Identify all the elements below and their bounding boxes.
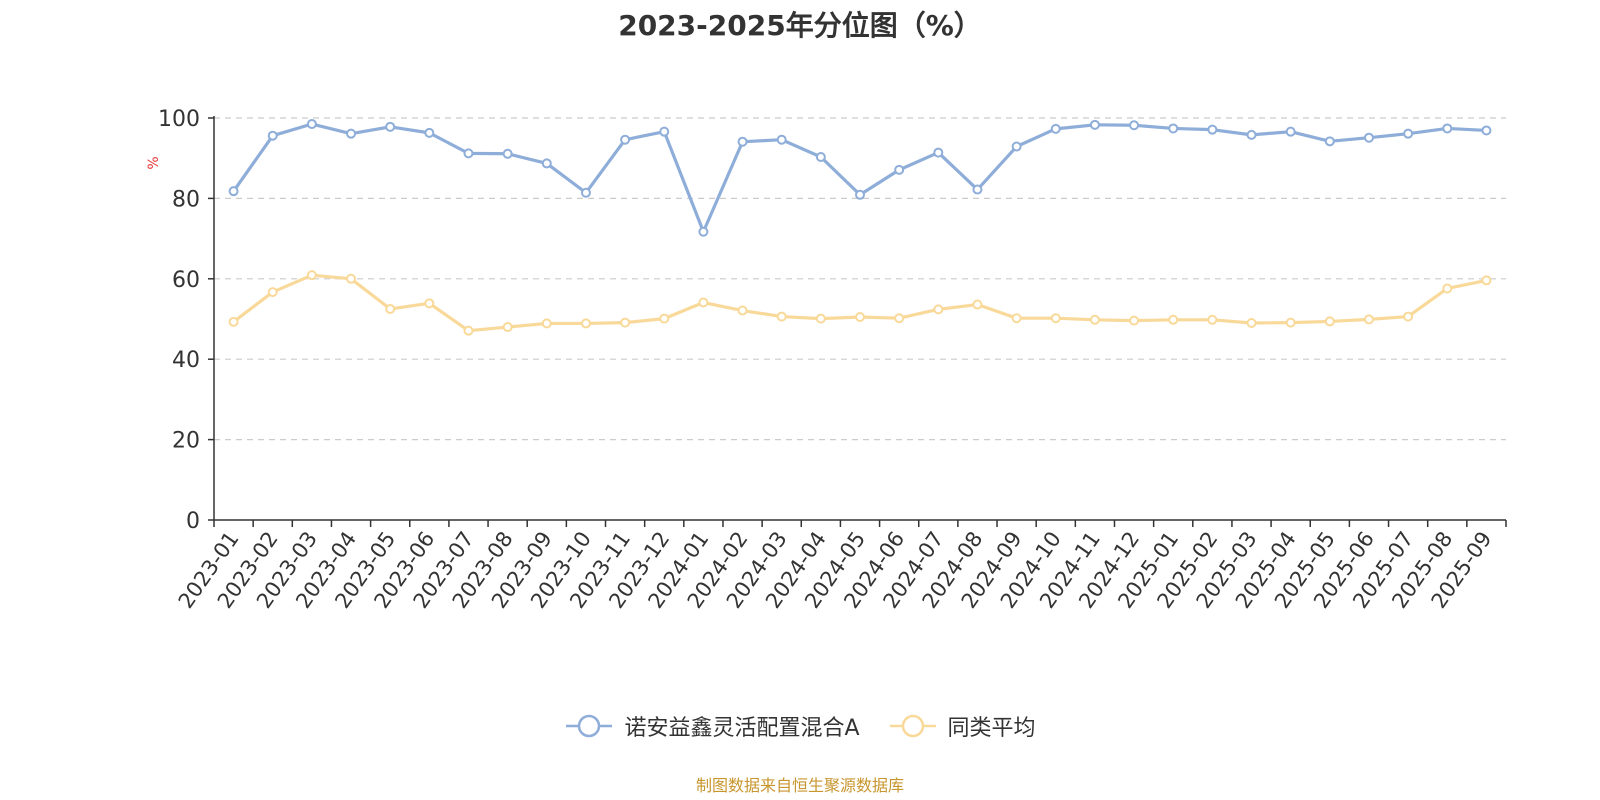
data-point[interactable] bbox=[1442, 123, 1453, 134]
data-point[interactable] bbox=[1324, 316, 1335, 327]
data-point[interactable] bbox=[306, 119, 317, 130]
data-point[interactable] bbox=[659, 313, 670, 324]
data-point[interactable] bbox=[1442, 283, 1453, 294]
data-point[interactable] bbox=[894, 313, 905, 324]
data-point[interactable] bbox=[580, 187, 591, 198]
data-point[interactable] bbox=[737, 305, 748, 316]
legend: 诺安益鑫灵活配置混合A 同类平均 bbox=[0, 710, 1600, 742]
data-point[interactable] bbox=[972, 184, 983, 195]
data-point[interactable] bbox=[228, 186, 239, 197]
data-point[interactable] bbox=[502, 322, 513, 333]
legend-item-1[interactable]: 诺安益鑫灵活配置混合A bbox=[564, 710, 860, 742]
data-point[interactable] bbox=[1403, 128, 1414, 139]
data-point[interactable] bbox=[698, 226, 709, 237]
data-point[interactable] bbox=[1481, 275, 1492, 286]
grid-lines bbox=[214, 117, 1506, 441]
legend-item-2[interactable]: 同类平均 bbox=[888, 710, 1036, 742]
data-point[interactable] bbox=[815, 313, 826, 324]
data-point[interactable] bbox=[1481, 125, 1492, 136]
series-2 bbox=[228, 270, 1492, 336]
data-point[interactable] bbox=[855, 189, 865, 200]
data-point[interactable] bbox=[1403, 311, 1414, 322]
data-point[interactable] bbox=[463, 325, 474, 336]
chart-title: 2023-2025年分位图（%） bbox=[618, 9, 982, 42]
source-note: 制图数据来自恒生聚源数据库 bbox=[695, 776, 904, 795]
data-point[interactable] bbox=[1363, 314, 1374, 325]
data-point[interactable] bbox=[1246, 129, 1257, 140]
data-point[interactable] bbox=[1285, 317, 1296, 328]
series-line bbox=[231, 273, 1489, 333]
data-point[interactable] bbox=[776, 134, 787, 145]
data-point[interactable] bbox=[1129, 120, 1140, 131]
data-point[interactable] bbox=[1207, 124, 1218, 135]
data-point[interactable] bbox=[580, 318, 591, 329]
data-point[interactable] bbox=[1324, 136, 1335, 147]
data-point[interactable] bbox=[541, 158, 552, 169]
y-tick-label: 40 bbox=[172, 348, 200, 373]
data-point[interactable] bbox=[855, 311, 865, 322]
data-point[interactable] bbox=[424, 298, 435, 309]
y-tick-label: 20 bbox=[172, 429, 200, 454]
data-point[interactable] bbox=[1089, 314, 1100, 325]
data-point[interactable] bbox=[776, 311, 787, 322]
legend-swatch-icon bbox=[566, 714, 613, 738]
data-point[interactable] bbox=[933, 304, 944, 315]
data-point[interactable] bbox=[1285, 126, 1296, 137]
data-point[interactable] bbox=[1129, 315, 1140, 326]
data-point[interactable] bbox=[894, 164, 905, 175]
data-point[interactable] bbox=[1168, 123, 1179, 134]
y-tick-label: 80 bbox=[172, 187, 200, 212]
data-point[interactable] bbox=[698, 297, 709, 308]
y-tick-labels: 0 20 40 60 80 100 bbox=[158, 107, 200, 534]
data-point[interactable] bbox=[620, 317, 631, 328]
data-point[interactable] bbox=[463, 148, 474, 159]
legend-label: 诺安益鑫灵活配置混合A bbox=[624, 716, 860, 741]
data-point[interactable] bbox=[502, 148, 513, 159]
data-point[interactable] bbox=[1363, 132, 1374, 143]
data-point[interactable] bbox=[346, 128, 357, 139]
y-tick-label: 60 bbox=[172, 268, 200, 293]
y-tick-label: 100 bbox=[158, 107, 200, 132]
data-point[interactable] bbox=[541, 318, 552, 329]
data-point[interactable] bbox=[424, 127, 435, 138]
series-1 bbox=[228, 119, 1492, 237]
data-point[interactable] bbox=[1011, 141, 1022, 152]
series-lines bbox=[228, 119, 1492, 336]
axes bbox=[208, 116, 1507, 527]
data-point[interactable] bbox=[933, 147, 944, 158]
data-point[interactable] bbox=[228, 316, 239, 327]
data-point[interactable] bbox=[620, 134, 631, 145]
data-point[interactable] bbox=[1246, 318, 1257, 329]
data-point[interactable] bbox=[1207, 314, 1218, 325]
data-point[interactable] bbox=[972, 299, 983, 310]
data-point[interactable] bbox=[267, 130, 278, 141]
data-point[interactable] bbox=[737, 136, 748, 147]
series-line bbox=[231, 122, 1489, 234]
data-point[interactable] bbox=[659, 126, 670, 137]
x-tick-labels: 2023-012023-022023-032023-042023-052023-… bbox=[174, 527, 1497, 613]
data-point[interactable] bbox=[1168, 314, 1179, 325]
data-point[interactable] bbox=[815, 151, 826, 162]
data-point[interactable] bbox=[385, 303, 396, 314]
data-point[interactable] bbox=[385, 121, 396, 132]
legend-swatch-icon bbox=[889, 714, 936, 738]
y-axis-label: % bbox=[146, 156, 162, 169]
data-point[interactable] bbox=[306, 270, 317, 281]
data-point[interactable] bbox=[1011, 313, 1022, 324]
data-point[interactable] bbox=[267, 287, 278, 298]
data-point[interactable] bbox=[1050, 123, 1061, 134]
data-point[interactable] bbox=[346, 273, 357, 284]
data-point[interactable] bbox=[1089, 119, 1100, 130]
data-point[interactable] bbox=[1050, 313, 1061, 324]
y-tick-label: 0 bbox=[186, 509, 200, 534]
legend-label: 同类平均 bbox=[947, 716, 1036, 741]
